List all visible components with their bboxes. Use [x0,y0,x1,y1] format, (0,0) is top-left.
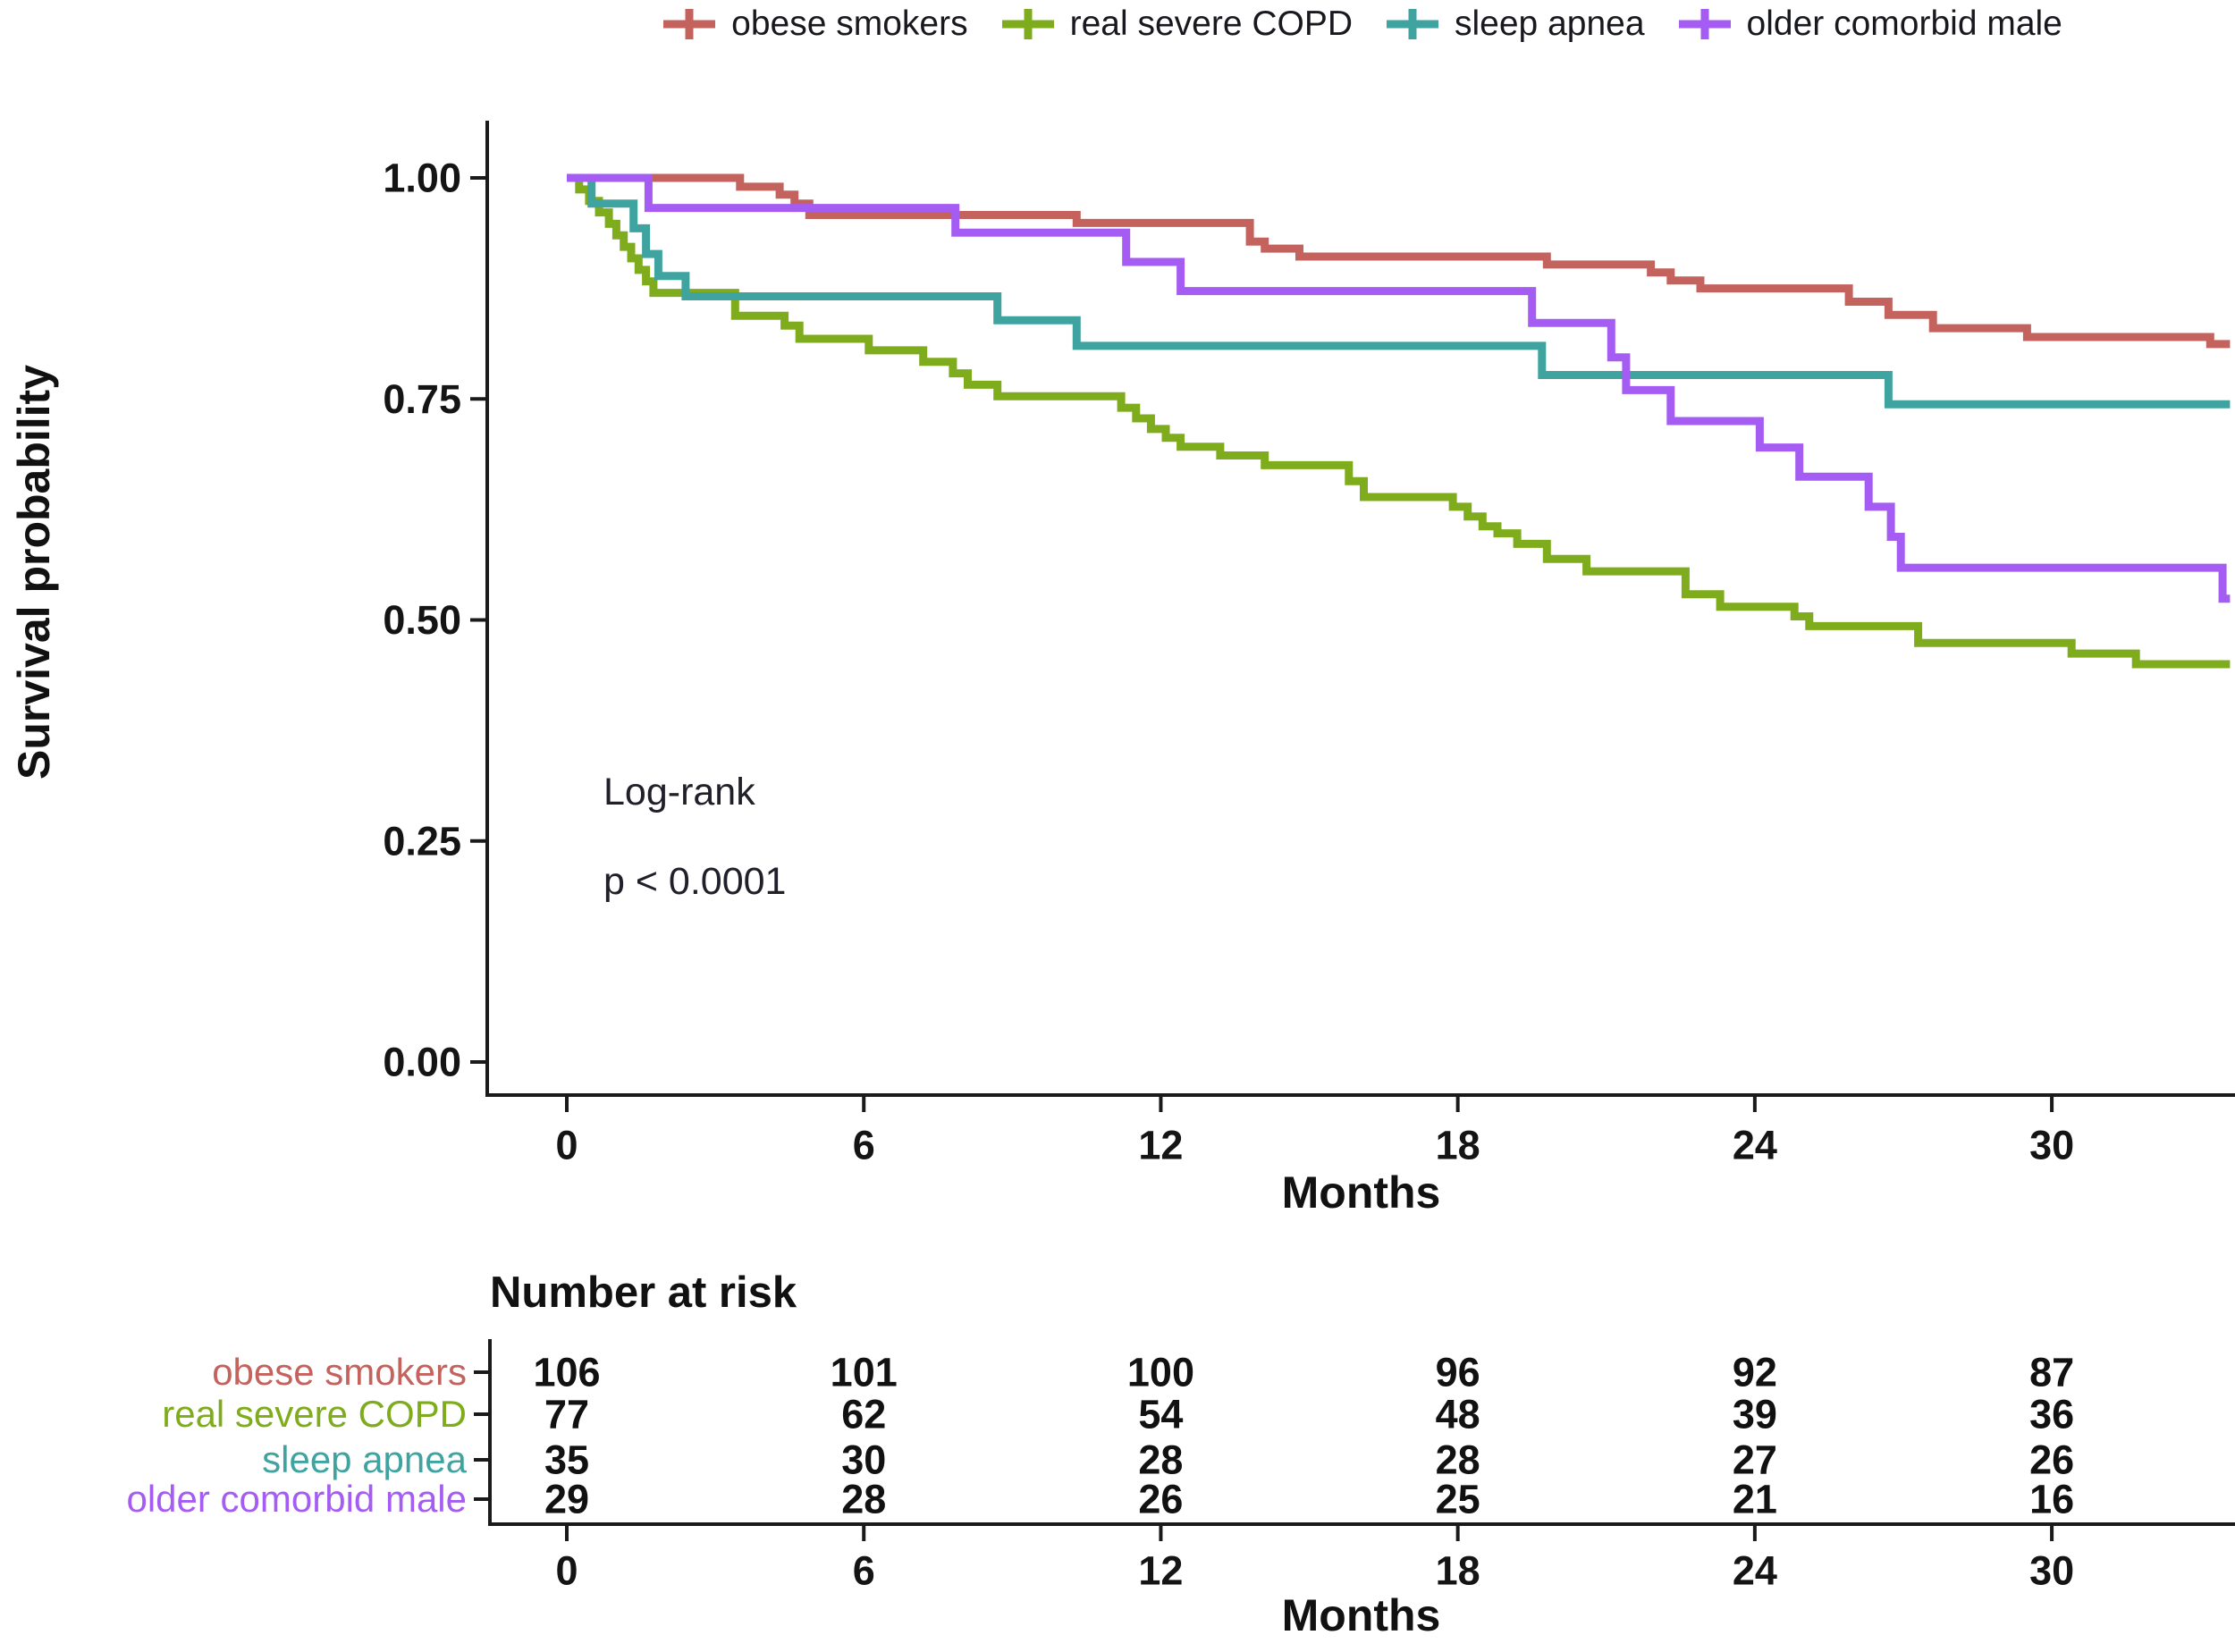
y-tick-label: 0.25 [383,818,461,864]
survival-curve-4 [567,173,2231,603]
risk-table-x-axis-title: Months [1281,1590,1441,1640]
plus-marker-icon [1387,9,1439,39]
risk-count: 26 [2029,1437,2074,1483]
risk-count: 92 [1733,1350,1777,1395]
risk-row-label-sleep-apnea: sleep apnea [262,1438,467,1480]
plus-marker-icon [1001,9,1054,39]
y-tick-label: 1.00 [383,156,461,201]
legend-item-obese-smokers: obese smokers [660,4,968,45]
y-axis-title: Survival probability [9,364,59,780]
x-axis-title: Months [1281,1167,1441,1218]
risk-x-tick-label: 18 [1436,1548,1480,1594]
risk-count: 48 [1436,1392,1480,1437]
risk-row-label-older-comorbid-male: older comorbid male [126,1478,467,1520]
risk-x-tick-label: 0 [555,1548,578,1594]
y-tick-label: 0.50 [383,597,461,643]
risk-count: 27 [1733,1437,1777,1483]
risk-count: 28 [841,1477,886,1522]
x-tick-label: 6 [853,1123,875,1168]
risk-count: 26 [1138,1477,1183,1522]
survival-curve-2 [567,173,2231,669]
legend-item-sleep-apnea: sleep apnea [1383,4,1645,45]
risk-count: 29 [544,1477,589,1522]
risk-count: 101 [831,1350,898,1395]
risk-count: 39 [1733,1392,1777,1437]
legend-label: obese smokers [731,4,968,43]
risk-count: 96 [1436,1350,1480,1395]
risk-count: 100 [1127,1350,1194,1395]
risk-count: 106 [533,1350,600,1395]
x-tick-label: 18 [1436,1123,1480,1168]
risk-row-label-real-severe-copd: real severe COPD [162,1393,467,1435]
plus-marker-icon [1678,9,1731,39]
risk-count: 28 [1436,1437,1480,1483]
risk-x-tick-label: 6 [853,1548,875,1594]
risk-x-tick-label: 30 [2029,1548,2074,1594]
risk-count: 28 [1138,1437,1183,1483]
risk-count: 21 [1733,1477,1777,1522]
legend-item-real-severe-copd: real severe COPD [999,4,1353,45]
legend-item-older-comorbid-male: older comorbid male [1675,4,2062,45]
risk-count: 30 [841,1437,886,1483]
risk-count: 54 [1138,1392,1183,1437]
x-tick-label: 24 [1733,1123,1777,1168]
p-value-label: p < 0.0001 [603,860,787,903]
risk-x-tick-label: 12 [1138,1548,1183,1594]
survival-curve-3 [567,173,2231,409]
risk-count: 25 [1436,1477,1480,1522]
legend: obese smokers real severe COPD sleep apn… [487,4,2235,45]
x-tick-label: 30 [2029,1123,2074,1168]
y-tick-label: 0.75 [383,376,461,422]
risk-count: 16 [2029,1477,2074,1522]
logrank-label: Log-rank [603,771,755,813]
risk-table-title: Number at risk [490,1268,797,1317]
legend-label: older comorbid male [1746,4,2062,43]
risk-count: 87 [2029,1350,2074,1395]
y-tick-label: 0.00 [383,1040,461,1085]
risk-count: 36 [2029,1392,2074,1437]
legend-label: real severe COPD [1069,4,1354,43]
legend-label: sleep apnea [1455,4,1645,43]
risk-count: 35 [544,1437,589,1483]
x-tick-label: 12 [1138,1123,1183,1168]
risk-row-label-obese-smokers: obese smokers [212,1351,467,1393]
risk-x-tick-label: 24 [1733,1548,1777,1594]
risk-count: 62 [841,1392,886,1437]
plus-marker-icon [663,9,716,39]
risk-count: 77 [544,1392,589,1437]
x-tick-label: 0 [555,1123,578,1168]
survival-curve-1 [567,173,2231,349]
